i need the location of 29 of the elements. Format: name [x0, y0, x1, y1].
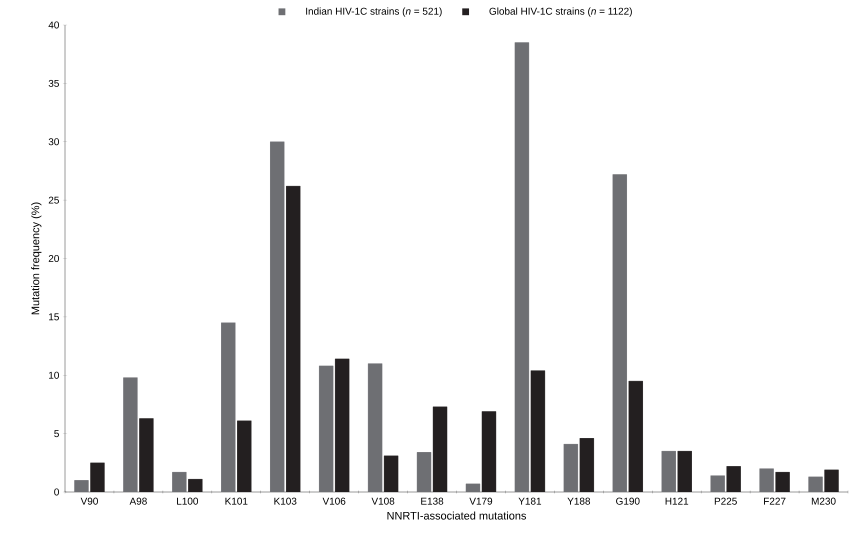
legend-label: Indian HIV-1C strains (n = 521)	[306, 7, 442, 17]
x-tick-label: H121	[666, 498, 688, 505]
x-tick-label: Y181	[518, 498, 542, 505]
x-tick-label: V179	[469, 498, 492, 505]
y-tick-label: 10	[49, 372, 59, 379]
y-tick-label: 0	[54, 488, 59, 496]
x-tick-label: V106	[322, 498, 346, 505]
x-tick-label: M230	[812, 498, 836, 505]
y-tick-label: 40	[48, 21, 59, 29]
y-tick-label: 35	[48, 80, 59, 87]
x-tick-label: L100	[177, 498, 198, 505]
x-tick-label: K103	[274, 498, 296, 505]
y-tick-label: 20	[48, 254, 59, 262]
y-tick-label: 15	[49, 313, 59, 320]
x-tick-label: E138	[421, 498, 444, 505]
legend-label: Global HIV-1C strains (n = 1122)	[489, 7, 632, 17]
y-tick-label: 25	[48, 196, 59, 204]
x-tick-label: F227	[764, 498, 786, 505]
y-tick-label: 5	[54, 430, 59, 438]
x-tick-label: V108	[372, 498, 394, 505]
x-tick-label: K101	[225, 498, 248, 505]
x-tick-label: G190	[616, 498, 640, 505]
x-tick-label: V90	[80, 498, 98, 505]
x-axis-title: NNRTI-associated mutations	[387, 512, 526, 520]
x-tick-label: P225	[714, 498, 737, 505]
y-tick-label: 30	[48, 138, 59, 146]
x-tick-label: A98	[130, 498, 147, 505]
x-tick-label: Y188	[567, 498, 590, 505]
y-axis-title: Mutation frequency (%)	[31, 202, 42, 314]
